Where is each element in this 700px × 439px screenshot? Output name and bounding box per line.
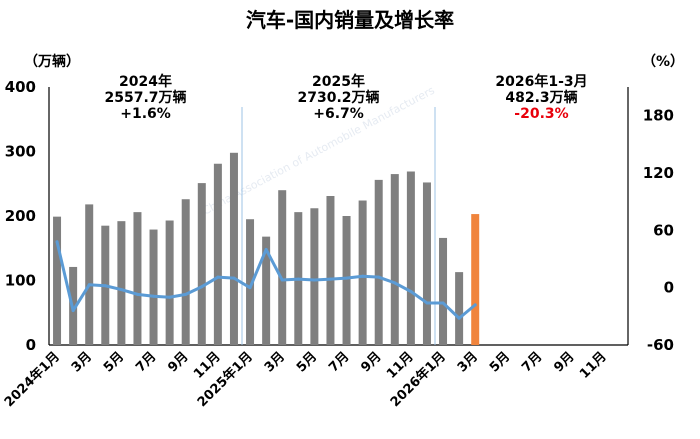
- sales-bar: [471, 214, 480, 345]
- sales-bars: [53, 152, 480, 345]
- right-tick-label: 60: [653, 221, 674, 239]
- growth-rate-point: [216, 275, 220, 279]
- left-tick-label: 400: [5, 78, 36, 96]
- x-tick-label: 5月: [487, 349, 513, 375]
- growth-rate-point: [55, 240, 59, 244]
- left-axis-ticks: 0 100 200 300 400: [5, 78, 36, 354]
- growth-rate-point: [409, 289, 413, 293]
- growth-rate-point: [152, 294, 156, 298]
- left-tick-label: 0: [26, 336, 36, 354]
- sales-bar: [133, 212, 142, 345]
- growth-rate-point: [71, 309, 75, 313]
- growth-rate-point: [135, 292, 139, 296]
- right-tick-label: 120: [643, 164, 674, 182]
- growth-rate-point: [168, 295, 172, 299]
- growth-rate-point: [393, 281, 397, 285]
- sales-bar: [278, 190, 287, 345]
- x-tick-label: 5月: [294, 349, 320, 375]
- sales-bar: [181, 199, 190, 345]
- x-tick-label: 7月: [519, 349, 545, 375]
- sales-bar: [262, 236, 271, 345]
- sales-bar: [229, 152, 238, 345]
- x-tick-label: 11月: [577, 349, 610, 382]
- sales-bar: [422, 182, 431, 345]
- growth-rate-point: [312, 278, 316, 282]
- x-tick-label: 3月: [455, 349, 481, 375]
- sales-bar: [197, 183, 206, 345]
- growth-rate-point: [296, 277, 300, 281]
- growth-line-layer: [55, 240, 477, 320]
- sales-bar: [390, 174, 399, 345]
- right-axis-unit: （%）: [642, 54, 684, 70]
- chart-title: 汽车-国内销量及增长率: [246, 8, 454, 32]
- x-tick-label: 3月: [69, 349, 95, 375]
- growth-rate-point: [119, 288, 123, 292]
- annotation-2-line-2: 2730.2万辆: [297, 89, 379, 106]
- growth-rate-point: [184, 292, 188, 296]
- growth-rate-point: [473, 303, 477, 307]
- growth-rate-point: [361, 274, 365, 278]
- sales-bar: [455, 272, 464, 345]
- x-tick-label: 9月: [165, 349, 191, 375]
- right-tick-label: -60: [647, 336, 674, 354]
- sales-bar: [310, 208, 319, 345]
- annotation-1-line-1: 2024年: [119, 73, 172, 90]
- growth-rate-point: [280, 278, 284, 282]
- sales-bar: [358, 200, 367, 345]
- growth-rate-point: [425, 301, 429, 305]
- x-tick-label: 9月: [358, 349, 384, 375]
- x-tick-label: 7月: [133, 349, 159, 375]
- plot-frame: [48, 87, 629, 346]
- sales-bar: [374, 179, 383, 345]
- annotation-1-line-2: 2557.7万辆: [104, 89, 186, 106]
- x-tick-label: 5月: [101, 349, 127, 375]
- sales-bar: [342, 216, 351, 345]
- right-tick-label: 180: [643, 107, 674, 125]
- growth-rate-point: [200, 285, 204, 289]
- sales-bar: [439, 237, 448, 345]
- left-axis-unit: （万辆）: [24, 53, 80, 70]
- left-tick-label: 200: [5, 207, 36, 225]
- right-axis-ticks: -60 0 60 120 180: [643, 107, 674, 354]
- right-tick-label: 0: [664, 279, 674, 297]
- growth-rate-point: [232, 276, 236, 280]
- x-tick-label: 2024年1月: [1, 349, 63, 411]
- growth-rate-point: [264, 247, 268, 251]
- annotation-3-line-3: -20.3%: [514, 106, 568, 122]
- left-tick-label: 100: [5, 272, 36, 290]
- annotation-1-line-3: +1.6%: [120, 106, 171, 122]
- annotation-3-line-1: 2026年1-3月: [495, 73, 587, 90]
- sales-bar: [246, 219, 255, 345]
- growth-rate-point: [248, 286, 252, 290]
- annotation-3-line-2: 482.3万辆: [505, 89, 577, 106]
- x-tick-label: 7月: [326, 349, 352, 375]
- sales-bar: [53, 216, 62, 345]
- sales-bar: [165, 220, 174, 345]
- growth-rate-point: [87, 283, 91, 287]
- growth-rate-point: [345, 276, 349, 280]
- annotation-2-line-1: 2025年: [312, 73, 365, 90]
- x-tick-label: 9月: [551, 349, 577, 375]
- growth-rate-point: [328, 277, 332, 281]
- x-tick-label: 3月: [262, 349, 288, 375]
- left-tick-label: 300: [5, 143, 36, 161]
- growth-rate-point: [103, 284, 107, 288]
- growth-rate-point: [377, 275, 381, 279]
- sales-bar: [326, 196, 335, 345]
- annotation-2-line-3: +6.7%: [313, 106, 364, 122]
- growth-rate-point: [457, 316, 461, 320]
- growth-rate-point: [441, 301, 445, 305]
- sales-bar: [213, 163, 222, 345]
- sales-bar: [149, 229, 158, 345]
- sales-bar: [85, 204, 94, 345]
- sales-bar: [406, 171, 415, 345]
- sales-bar: [117, 221, 126, 345]
